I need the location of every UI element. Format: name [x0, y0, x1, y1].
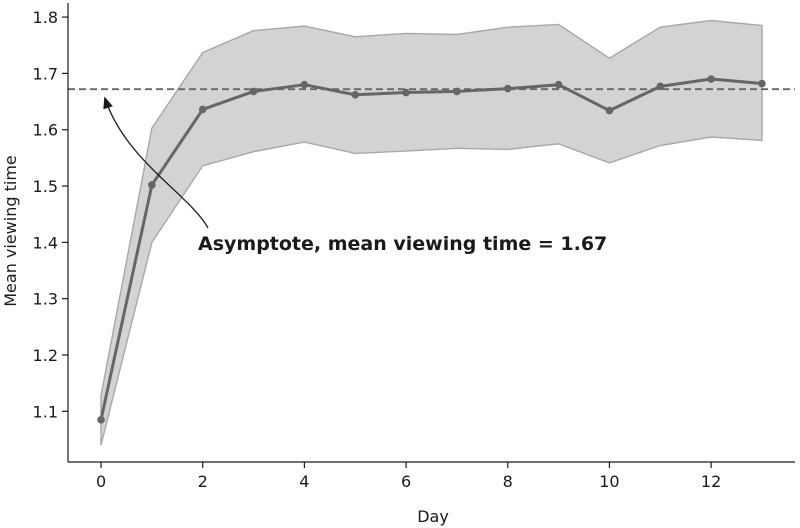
asymptote-annotation: Asymptote, mean viewing time = 1.67: [198, 233, 607, 255]
data-point: [97, 415, 105, 424]
y-axis-title: Mean viewing time: [1, 155, 20, 307]
data-point: [148, 181, 156, 189]
data-point: [605, 106, 614, 115]
y-tick-label: 1.2: [33, 346, 58, 365]
x-tick-label: 6: [401, 472, 411, 491]
data-point: [300, 80, 309, 89]
y-tick-label: 1.5: [33, 177, 58, 196]
y-tick-label: 1.1: [33, 402, 58, 421]
x-tick-label: 10: [599, 472, 619, 491]
data-point: [503, 84, 512, 93]
y-tick-label: 1.8: [33, 8, 58, 27]
y-tick-label: 1.4: [33, 233, 58, 252]
x-tick-label: 12: [701, 472, 721, 491]
data-point: [351, 91, 360, 99]
x-tick-label: 8: [503, 472, 513, 491]
x-tick-label: 4: [299, 472, 309, 491]
mean-line: [99, 77, 763, 421]
y-tick-label: 1.6: [33, 121, 58, 140]
x-tick-label: 2: [198, 472, 208, 491]
data-point: [453, 87, 461, 96]
confidence-band: [100, 19, 763, 446]
data-point: [656, 82, 665, 91]
data-point: [554, 80, 563, 89]
y-tick-label: 1.3: [33, 290, 58, 309]
x-axis-title: Day: [417, 507, 449, 526]
data-point: [249, 87, 258, 96]
data-point: [707, 75, 715, 83]
y-tick-label: 1.7: [33, 64, 58, 83]
data-point: [758, 79, 766, 88]
x-tick-label: 0: [96, 472, 106, 491]
data-point: [198, 105, 207, 114]
annotation-arrow: [103, 96, 209, 229]
data-point: [402, 88, 410, 97]
